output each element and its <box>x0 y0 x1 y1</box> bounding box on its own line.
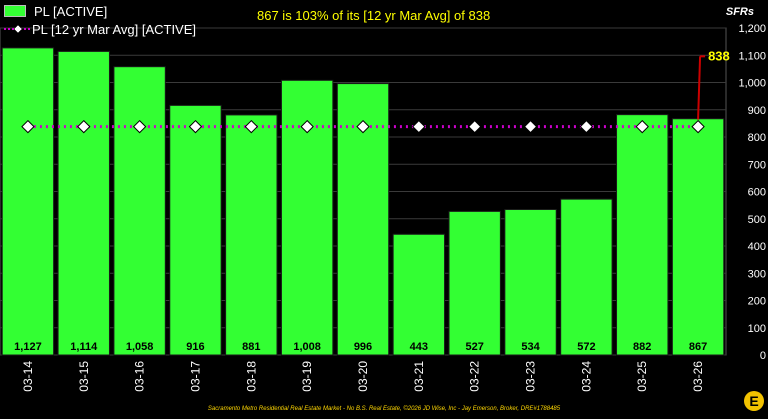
data-label: 1,114 <box>70 341 98 353</box>
units-label: SFRs <box>725 6 754 18</box>
bar <box>225 114 278 356</box>
y-tick-label: 500 <box>748 214 766 226</box>
bar <box>113 66 166 356</box>
annotation-arrow <box>697 56 702 120</box>
average-marker <box>188 119 203 134</box>
data-label: 1,008 <box>293 341 321 353</box>
data-label: 1,127 <box>14 341 42 353</box>
data-label: 996 <box>354 341 372 353</box>
data-label: 534 <box>521 341 540 353</box>
x-tick-label: 03-18 <box>244 361 258 392</box>
average-marker <box>467 119 482 134</box>
average-marker <box>523 119 538 134</box>
average-marker <box>691 119 705 134</box>
x-tick-label: 03-26 <box>691 361 705 392</box>
x-tick-label: 03-17 <box>188 361 202 392</box>
data-label: 572 <box>577 341 595 353</box>
x-tick-label: 03-20 <box>356 361 370 392</box>
bar <box>169 104 222 356</box>
bar <box>1 47 55 356</box>
bar <box>392 233 446 356</box>
data-label: 527 <box>466 341 484 353</box>
average-marker <box>300 119 314 134</box>
x-tick-label: 03-14 <box>21 361 35 392</box>
y-tick-label: 0 <box>760 350 766 362</box>
average-marker <box>579 119 594 134</box>
average-marker <box>412 119 426 134</box>
y-tick-label: 600 <box>748 187 766 199</box>
x-tick-label: 03-24 <box>579 361 593 392</box>
x-tick-label: 03-19 <box>300 361 314 392</box>
legend-bar-swatch <box>4 5 26 17</box>
y-tick-label: 1,100 <box>738 50 766 62</box>
average-marker <box>132 119 147 134</box>
data-label: 881 <box>242 341 260 353</box>
bar <box>616 114 669 356</box>
average-marker <box>635 119 649 134</box>
brand-logo: E <box>744 391 764 411</box>
x-tick-label: 03-16 <box>133 361 147 392</box>
legend-label: PL [ACTIVE] <box>34 3 108 19</box>
average-marker <box>21 119 35 134</box>
legend-label: PL [12 yr Mar Avg] [ACTIVE] <box>32 21 197 37</box>
footer-credit: Sacramento Metro Residential Real Estate… <box>207 406 561 412</box>
x-tick-label: 03-25 <box>635 361 649 392</box>
data-label: 443 <box>410 341 428 353</box>
chart-title: 867 is 103% of its [12 yr Mar Avg] of 83… <box>257 8 491 23</box>
y-tick-label: 100 <box>748 323 766 335</box>
y-tick-label: 200 <box>748 296 766 308</box>
x-tick-label: 03-22 <box>468 361 482 392</box>
bar <box>504 208 557 356</box>
x-tick-label: 03-15 <box>77 361 91 392</box>
x-tick-label: 03-21 <box>412 361 426 392</box>
average-marker <box>244 119 259 134</box>
y-tick-label: 1,200 <box>738 23 766 35</box>
legend-item-bars: PL [ACTIVE] <box>4 2 196 20</box>
y-tick-label: 1,000 <box>738 78 766 90</box>
legend-item-average: PL [12 yr Mar Avg] [ACTIVE] <box>4 20 196 38</box>
bar <box>57 50 110 356</box>
average-marker <box>77 119 91 134</box>
data-label: 916 <box>186 341 204 353</box>
bar <box>671 118 725 356</box>
bar <box>560 198 613 356</box>
bar <box>448 210 501 356</box>
average-marker <box>356 119 370 134</box>
annotation-label: 838 <box>708 48 730 63</box>
data-label: 867 <box>689 341 707 353</box>
legend-line-swatch <box>4 24 32 34</box>
y-tick-label: 400 <box>748 241 766 253</box>
data-label: 882 <box>633 341 651 353</box>
legend: PL [ACTIVE] PL [12 yr Mar Avg] [ACTIVE] <box>4 2 196 38</box>
y-tick-label: 300 <box>748 268 766 280</box>
data-label: 1,058 <box>126 341 154 353</box>
x-tick-label: 03-23 <box>524 361 538 392</box>
y-tick-label: 900 <box>748 105 766 117</box>
y-tick-label: 700 <box>748 159 766 171</box>
y-tick-label: 800 <box>748 132 766 144</box>
